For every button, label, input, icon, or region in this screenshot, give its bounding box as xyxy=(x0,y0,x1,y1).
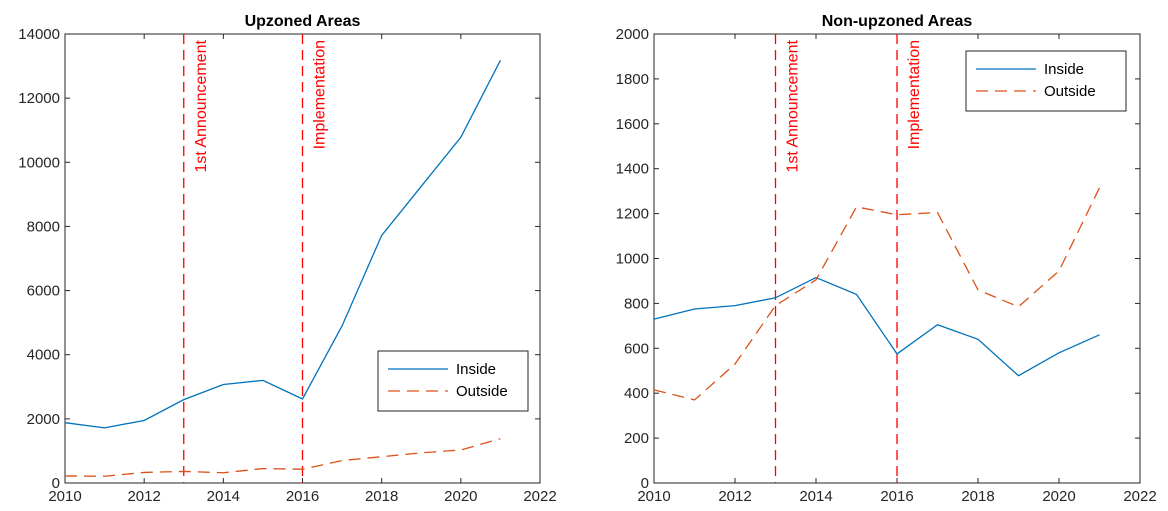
x-tick-label: 2022 xyxy=(1123,488,1156,505)
y-tick-label: 0 xyxy=(641,475,649,492)
legend-box xyxy=(965,50,1127,112)
data-point xyxy=(380,455,383,458)
legend: Inside Outside xyxy=(965,50,1127,112)
y-tick-label: 6000 xyxy=(27,283,60,300)
chart-panel-2: Non-upzoned Areas 2010 2012 2014 2016 2018 202… xyxy=(616,13,1157,505)
legend-label: Outside xyxy=(456,383,508,400)
y-tick-label: 1400 xyxy=(616,161,649,178)
y-tick-label: 1800 xyxy=(616,71,649,88)
series-line-outside xyxy=(64,438,501,477)
x-tick-label: 2020 xyxy=(1042,488,1075,505)
data-point xyxy=(1017,305,1020,308)
y-tick-label: 12000 xyxy=(18,90,60,107)
x-tick-label: 2010 xyxy=(637,488,670,505)
data-point xyxy=(1058,269,1061,272)
event-label: 1st Announcement xyxy=(193,39,210,172)
x-tick-label: 2016 xyxy=(880,488,913,505)
y-tick-label: 1200 xyxy=(616,206,649,223)
y-tick-label: 0 xyxy=(52,475,60,492)
x-tick-label: 2022 xyxy=(523,488,556,505)
y-tick-label: 2000 xyxy=(27,411,60,428)
chart-title: Upzoned Areas xyxy=(245,13,361,30)
y-tick-label: 14000 xyxy=(18,26,60,43)
legend-label: Inside xyxy=(1044,61,1084,78)
x-tick-label: 2012 xyxy=(718,488,751,505)
y-tick-label: 4000 xyxy=(27,347,60,364)
series-line-outside xyxy=(653,187,1101,401)
y-tick-label: 600 xyxy=(624,340,649,357)
x-tick-label: 2012 xyxy=(127,488,160,505)
y-tick-label: 1600 xyxy=(616,116,649,133)
legend-label: Outside xyxy=(1044,83,1096,100)
series-line-inside xyxy=(64,60,501,429)
event-label: Implementation xyxy=(906,40,923,149)
y-tick-label: 400 xyxy=(624,385,649,402)
legend: Inside Outside xyxy=(377,350,529,412)
x-tick-label: 2018 xyxy=(961,488,994,505)
x-tick-label: 2020 xyxy=(444,488,477,505)
x-tick-label: 2018 xyxy=(365,488,398,505)
y-tick-label: 1000 xyxy=(616,251,649,268)
x-tick-label: 2014 xyxy=(207,488,240,505)
x-tick-label: 2010 xyxy=(48,488,81,505)
y-tick-label: 2000 xyxy=(616,26,649,43)
y-tick-label: 10000 xyxy=(18,154,60,171)
data-point xyxy=(420,451,423,454)
data-point xyxy=(459,448,462,451)
chart-title: Non-upzoned Areas xyxy=(822,13,973,30)
x-tick-label: 2016 xyxy=(286,488,319,505)
chart-panel-1: Upzoned Areas 2010 2012 2014 2016 2018 2020 202… xyxy=(18,13,556,505)
event-label: Implementation xyxy=(312,40,329,149)
legend-box xyxy=(377,350,529,412)
event-label: 1st Announcement xyxy=(785,39,802,172)
y-tick-label: 200 xyxy=(624,430,649,447)
y-tick-label: 8000 xyxy=(27,218,60,235)
legend-label: Inside xyxy=(456,361,496,378)
y-tick-label: 800 xyxy=(624,295,649,312)
series-line-inside xyxy=(653,276,1100,377)
x-tick-label: 2014 xyxy=(799,488,832,505)
